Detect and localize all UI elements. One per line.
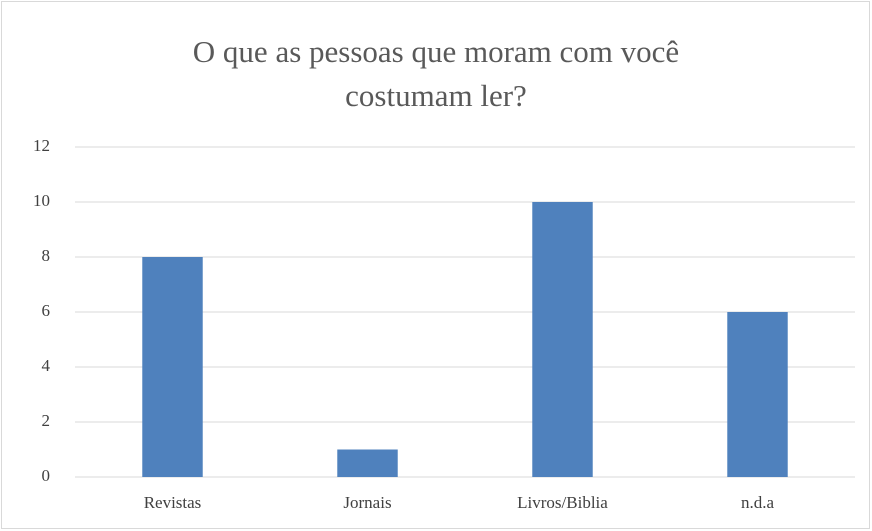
bar: [532, 202, 593, 477]
bar: [727, 312, 788, 477]
y-tick-label: 8: [42, 246, 51, 265]
y-tick-label: 2: [42, 411, 51, 430]
chart-title: O que as pessoas que moram com você cost…: [192, 34, 680, 113]
y-tick-label: 4: [42, 356, 51, 375]
y-tick-label: 12: [33, 136, 50, 155]
y-tick-label: 0: [42, 466, 51, 485]
bar: [337, 449, 398, 477]
bar: [142, 257, 203, 477]
y-tick-label: 10: [33, 191, 50, 210]
x-tick-label: n.d.a: [741, 493, 775, 512]
y-tick-label: 6: [42, 301, 51, 320]
x-tick-label: Livros/Biblia: [517, 493, 608, 512]
x-tick-label: Jornais: [343, 493, 391, 512]
x-tick-label: Revistas: [144, 493, 202, 512]
